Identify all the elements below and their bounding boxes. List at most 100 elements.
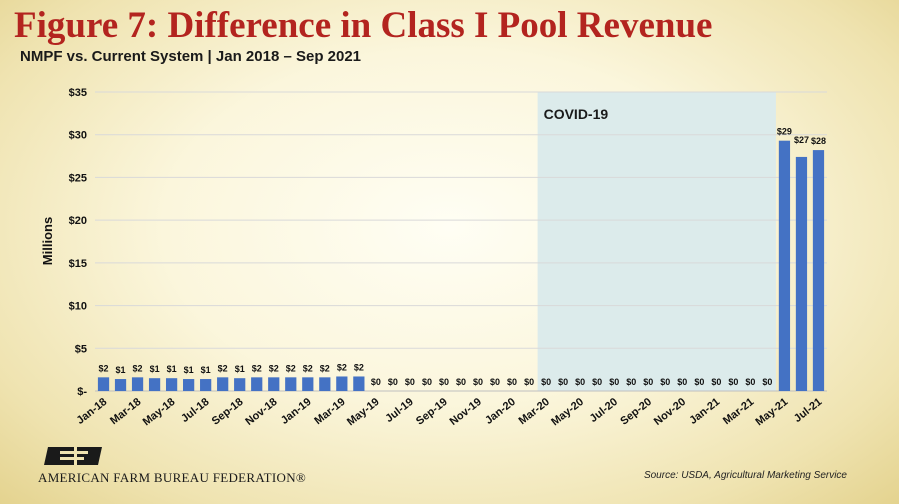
data-label: $2 [133, 363, 143, 373]
data-label: $0 [388, 377, 398, 387]
data-label: $1 [184, 365, 194, 375]
data-label: $0 [711, 377, 721, 387]
x-tick-label: Jul-19 [383, 396, 415, 425]
data-label: $29 [777, 127, 792, 137]
data-label: $2 [337, 362, 347, 372]
bar [268, 377, 280, 391]
bar [97, 377, 110, 391]
data-label: $0 [677, 377, 687, 387]
data-label: $2 [252, 363, 262, 373]
data-label: $0 [371, 377, 381, 387]
data-label: $0 [507, 377, 517, 387]
data-label: $2 [354, 362, 364, 372]
x-tick-label: Nov-18 [243, 396, 279, 428]
x-tick-label: Sep-20 [618, 396, 654, 428]
y-tick-label: $25 [69, 172, 87, 184]
data-label: $0 [694, 377, 704, 387]
bar [148, 378, 161, 391]
data-label: $0 [643, 377, 653, 387]
farm-bureau-logo-icon [44, 447, 102, 465]
y-tick-label: $10 [69, 301, 87, 313]
data-label: $0 [626, 377, 636, 387]
data-label: $2 [269, 363, 279, 373]
data-label: $0 [762, 377, 772, 387]
y-tick-label: $15 [69, 258, 87, 270]
x-tick-label: May-21 [754, 396, 791, 428]
source-note: Source: USDA, Agricultural Marketing Ser… [643, 470, 847, 481]
data-label: $0 [609, 377, 619, 387]
bar [795, 156, 808, 391]
bar [285, 377, 297, 391]
data-label: $1 [235, 364, 245, 374]
y-tick-label: $30 [69, 130, 87, 142]
x-tick-label: Nov-19 [448, 396, 484, 428]
bar [812, 150, 825, 391]
y-tick-label: $20 [69, 215, 87, 227]
data-label: $28 [811, 136, 826, 146]
data-label: $1 [167, 364, 177, 374]
x-tick-label: Sep-19 [414, 396, 450, 428]
data-label: $1 [116, 365, 126, 375]
bar [131, 377, 144, 391]
data-label: $0 [728, 377, 738, 387]
data-label: $2 [303, 363, 313, 373]
data-label: $27 [794, 135, 809, 145]
x-tick-label: May-18 [141, 396, 178, 428]
x-tick-label: Jan-21 [687, 396, 722, 427]
x-tick-label: Jul-21 [792, 396, 824, 425]
data-label: $2 [99, 363, 109, 373]
x-tick-label: Mar-18 [108, 396, 143, 427]
x-tick-label: Jul-20 [588, 396, 620, 425]
bar [336, 376, 348, 391]
covid-annotation: COVID-19 [544, 106, 609, 122]
bar [217, 377, 229, 391]
x-tick-label: May-19 [345, 396, 382, 428]
data-label: $0 [456, 377, 466, 387]
x-tick-label: Mar-21 [721, 396, 756, 427]
bar [251, 377, 263, 391]
data-label: $0 [575, 377, 585, 387]
data-label: $0 [439, 377, 449, 387]
y-tick-label: $5 [75, 343, 87, 355]
bar [114, 379, 127, 391]
data-label: $1 [150, 364, 160, 374]
x-tick-label: Mar-19 [312, 396, 347, 427]
data-label: $2 [286, 363, 296, 373]
chart-title: Figure 7: Difference in Class I Pool Rev… [14, 5, 713, 46]
x-tick-label: Jan-18 [75, 396, 110, 427]
covid-period-shading [537, 92, 776, 391]
bar [302, 377, 314, 391]
data-label: $0 [660, 377, 670, 387]
chart-subtitle: NMPF vs. Current System | Jan 2018 – Sep… [20, 48, 362, 65]
x-tick-label: Sep-18 [210, 396, 246, 428]
data-label: $2 [218, 363, 228, 373]
data-label: $0 [490, 377, 500, 387]
bar [183, 379, 195, 391]
data-label: $2 [320, 363, 330, 373]
y-tick-label: $- [77, 386, 87, 398]
x-tick-label: Jan-20 [483, 396, 518, 427]
data-label: $0 [473, 377, 483, 387]
x-tick-label: May-20 [549, 396, 586, 428]
data-label: $0 [524, 377, 534, 387]
y-axis-label: Millions [40, 217, 55, 265]
data-label: $0 [422, 377, 432, 387]
data-label: $0 [745, 377, 755, 387]
organization-name: AMERICAN FARM BUREAU FEDERATION® [38, 470, 307, 485]
bar [778, 140, 791, 391]
y-tick-label: $35 [69, 87, 87, 99]
bar [165, 378, 178, 391]
data-label: $0 [592, 377, 602, 387]
bar [200, 379, 212, 391]
x-tick-label: Mar-20 [517, 396, 552, 427]
x-tick-label: Jul-18 [179, 396, 211, 425]
data-label: $0 [558, 377, 568, 387]
bar [234, 378, 246, 391]
bar [353, 376, 365, 391]
data-label: $0 [541, 377, 551, 387]
bar [319, 377, 331, 391]
afbf-logo [44, 444, 106, 473]
x-tick-label: Nov-20 [652, 396, 688, 428]
data-label: $0 [405, 377, 415, 387]
